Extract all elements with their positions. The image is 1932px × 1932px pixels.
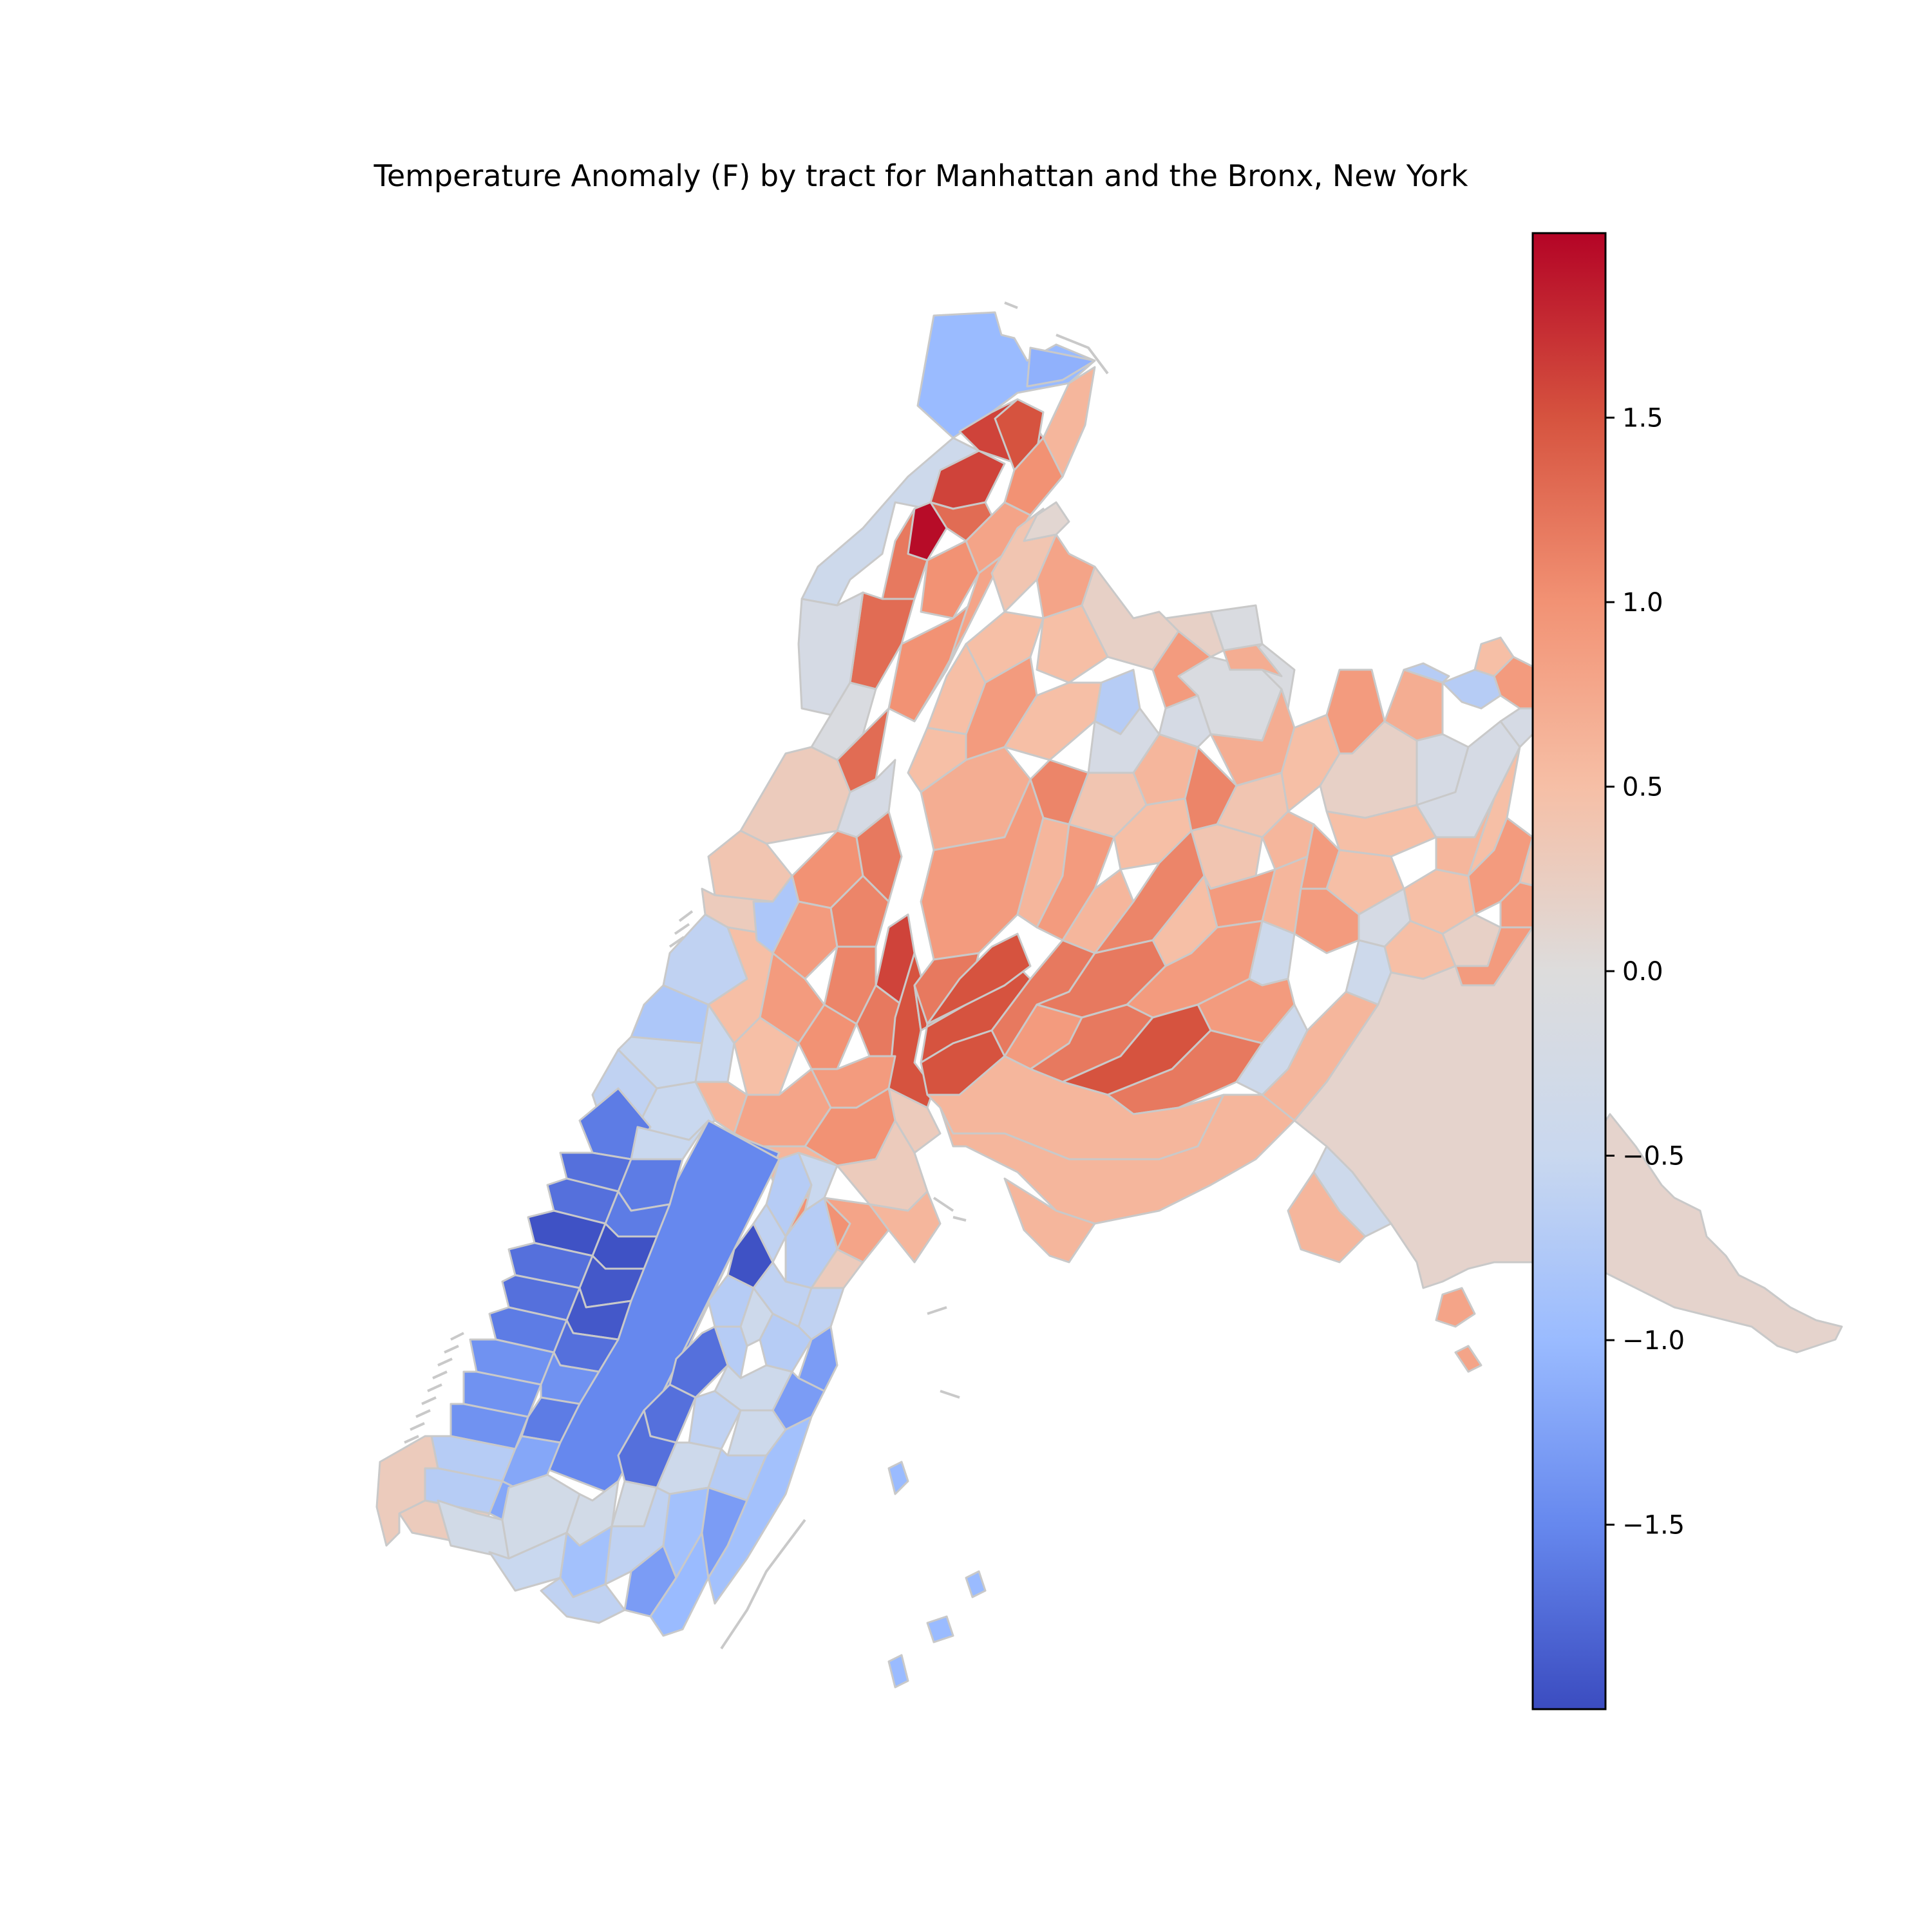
colorbar-tick-label: −1.0 (1622, 1326, 1685, 1356)
tract-midtown-c1b[interactable] (714, 1325, 748, 1379)
tract-midtown-e1[interactable] (765, 1151, 813, 1238)
tract-midtown-w1b[interactable] (630, 1119, 710, 1160)
tract-midtown-e9[interactable] (797, 1325, 838, 1392)
tract-island-5[interactable] (926, 1615, 954, 1643)
tract-bronx-s28[interactable] (1003, 1177, 1096, 1264)
tract-bronx-nw3[interactable] (1023, 501, 1070, 542)
tract-ues-7[interactable] (868, 1190, 942, 1264)
tract-uws-park[interactable] (752, 875, 800, 954)
colorbar-tick-label: 0.0 (1622, 957, 1663, 987)
colorbar-tick-label: 1.0 (1622, 588, 1663, 618)
tract-bronx-s1b[interactable] (926, 933, 1032, 1025)
tract-downtown-12[interactable] (707, 1416, 813, 1605)
tract-midtown-c4[interactable] (688, 1390, 742, 1450)
tract-downtown-1[interactable] (375, 1435, 439, 1547)
tract-uws-6[interactable] (733, 1016, 800, 1096)
tract-bronx-s27[interactable] (939, 1094, 1296, 1225)
tract-bronx-ne-top1[interactable] (1383, 668, 1444, 742)
tract-wash-heights-5[interactable] (920, 540, 980, 620)
tract-bronx-c7[interactable] (1158, 694, 1212, 748)
tract-bronx-ne5[interactable] (1164, 611, 1225, 658)
tract-bronx-s30[interactable] (1287, 1171, 1367, 1264)
tract-harlem-c2[interactable] (855, 810, 903, 903)
tract-bronx-s0[interactable] (907, 726, 967, 793)
tract-island-2[interactable] (1454, 1345, 1482, 1373)
tract-bronx-ne-top7[interactable] (1441, 668, 1502, 710)
tract-island-3[interactable] (965, 1570, 987, 1598)
tract-bronx-ne-top4[interactable] (1403, 662, 1450, 684)
tract-bronx-s0b[interactable] (926, 643, 987, 735)
tract-midtown-w18[interactable] (450, 1403, 529, 1450)
pier-outlines (404, 301, 1109, 1650)
tract-roosevelt-isl[interactable] (887, 1461, 909, 1495)
colorbar-tick-label: −1.5 (1622, 1511, 1685, 1540)
tract-downtown-13[interactable] (540, 1577, 626, 1624)
colorbar-tick-label: 0.5 (1622, 773, 1663, 802)
tract-bronx-ne6[interactable] (1209, 604, 1264, 652)
map-title: Temperature Anomaly (F) by tract for Man… (374, 158, 1468, 193)
colorbar-ticks: 1.5 1.0 0.5 0.0 −0.5 −1.0 −1.5 (1605, 404, 1685, 1540)
colorbar-tick-label: −0.5 (1622, 1142, 1685, 1171)
tract-marble-hill[interactable] (1026, 346, 1096, 388)
tract-layer (375, 311, 1843, 1689)
tract-island-4[interactable] (887, 1654, 909, 1689)
tract-bronx-s13[interactable] (1293, 887, 1360, 954)
tract-bronx-n2b[interactable] (1036, 604, 1109, 684)
tract-inwood-3[interactable] (1003, 437, 1064, 516)
colorbar-tick-label: 1.5 (1622, 404, 1663, 433)
tract-harlem-c9[interactable] (797, 1003, 858, 1070)
colorbar-gradient (1531, 232, 1607, 1710)
tract-island-1[interactable] (1435, 1287, 1476, 1328)
tract-midtown-w16[interactable] (462, 1370, 542, 1418)
tract-midtown-w17[interactable] (520, 1396, 581, 1444)
